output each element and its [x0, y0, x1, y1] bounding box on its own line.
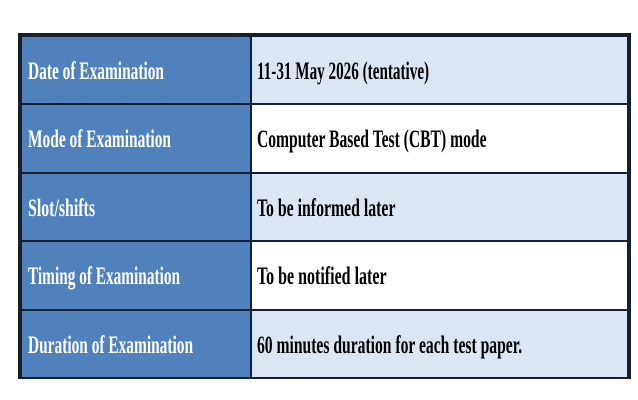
svg-text:To be informed later: To be informed later	[257, 195, 396, 222]
svg-text:11-31 May 2026 (tentative): 11-31 May 2026 (tentative)	[257, 58, 429, 85]
svg-text:Timing of Examination: Timing of Examination	[28, 263, 180, 290]
svg-text:Date of Examination: Date of Examination	[28, 58, 164, 85]
svg-text:Duration of Examination: Duration of Examination	[28, 332, 193, 359]
svg-text:60 minutes duration for each t: 60 minutes duration for each test paper.	[257, 332, 522, 359]
svg-text:Mode of Examination: Mode of Examination	[28, 127, 171, 154]
svg-text:To be notified later: To be notified later	[257, 263, 387, 290]
svg-text:Slot/shifts: Slot/shifts	[28, 195, 95, 222]
svg-text:Computer Based Test (CBT) mode: Computer Based Test (CBT) mode	[257, 126, 487, 153]
